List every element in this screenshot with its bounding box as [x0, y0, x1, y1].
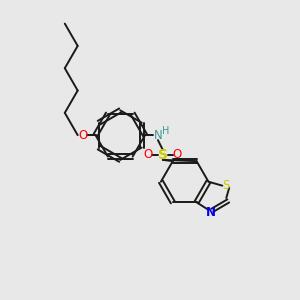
Text: S: S [223, 179, 230, 192]
Text: O: O [172, 148, 182, 161]
Text: O: O [143, 148, 153, 161]
Text: O: O [78, 129, 87, 142]
Text: N: N [154, 129, 162, 142]
Text: S: S [158, 148, 168, 162]
Text: N: N [206, 206, 215, 219]
Text: H: H [162, 126, 169, 136]
